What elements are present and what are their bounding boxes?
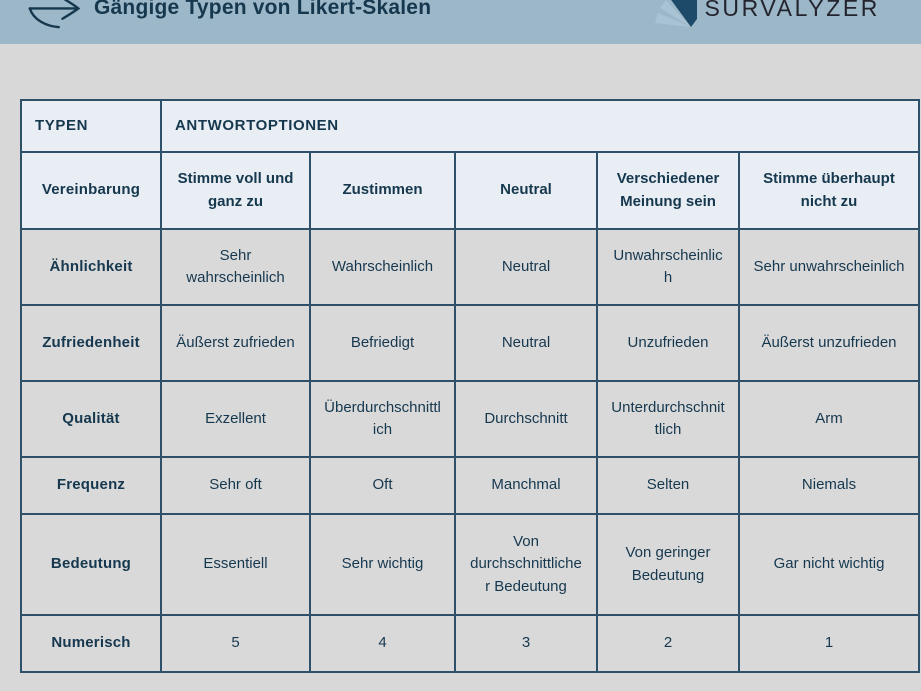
table-cell: Selten xyxy=(596,456,740,515)
table-cell: Sehr wahrscheinlich xyxy=(160,228,311,306)
table-cell: Unterdurchschnittlich xyxy=(596,380,740,458)
table-cell: Stimme überhaupt nicht zu xyxy=(738,151,920,230)
survalyzer-logo-icon xyxy=(655,0,698,27)
table-row-zufriedenheit: Zufriedenheit Äußerst zufrieden Befriedi… xyxy=(20,304,920,382)
table-row-qualitaet: Qualität Exzellent Überdurchschnittlich … xyxy=(20,380,920,458)
row-type-cell: Bedeutung xyxy=(20,513,162,616)
table-cell: Verschiedener Meinung sein xyxy=(596,151,740,230)
table-cell: Manchmal xyxy=(454,456,598,515)
table-cell: Sehr oft xyxy=(160,456,311,515)
table-header-row: TYPEN ANTWORTOPTIONEN xyxy=(20,99,920,153)
table-cell: Äußerst unzufrieden xyxy=(738,304,920,382)
table-cell: 5 xyxy=(160,614,311,673)
column-header-antwortoptionen: ANTWORTOPTIONEN xyxy=(160,99,920,153)
table-cell: Neutral xyxy=(454,228,598,306)
table-cell: 4 xyxy=(309,614,456,673)
table-cell: 2 xyxy=(596,614,740,673)
table-cell: Niemals xyxy=(738,456,920,515)
table-cell: Unwahrscheinlich xyxy=(596,228,740,306)
table-cell: Oft xyxy=(309,456,456,515)
survalyzer-logo-text: SURVALYZER xyxy=(704,0,880,21)
table-cell: Äußerst zufrieden xyxy=(160,304,311,382)
row-type-cell: Ähnlichkeit xyxy=(20,228,162,306)
table-cell: Von geringer Bedeutung xyxy=(596,513,740,616)
row-type-cell: Zufriedenheit xyxy=(20,304,162,382)
table-cell: Stimme voll und ganz zu xyxy=(160,151,311,230)
likert-scale-table: TYPEN ANTWORTOPTIONEN Vereinbarung Stimm… xyxy=(20,99,920,673)
table-cell: Befriedigt xyxy=(309,304,456,382)
table-cell: Essentiell xyxy=(160,513,311,616)
row-type-cell: Vereinbarung xyxy=(20,151,162,230)
table-cell: Durchschnitt xyxy=(454,380,598,458)
table-row-frequenz: Frequenz Sehr oft Oft Manchmal Selten Ni… xyxy=(20,456,920,515)
table-cell: Überdurchschnittlich xyxy=(309,380,456,458)
table-cell: Gar nicht wichtig xyxy=(738,513,920,616)
row-type-cell: Frequenz xyxy=(20,456,162,515)
table-row-bedeutung: Bedeutung Essentiell Sehr wichtig Von du… xyxy=(20,513,920,616)
header-bar: Gängige Typen von Likert-Skalen SURVALYZ… xyxy=(0,0,921,44)
table-cell: 3 xyxy=(454,614,598,673)
table-cell: Sehr unwahrscheinlich xyxy=(738,228,920,306)
table-cell: 1 xyxy=(738,614,920,673)
table-cell: Neutral xyxy=(454,304,598,382)
table-row-aehnlichkeit: Ähnlichkeit Sehr wahrscheinlich Wahrsche… xyxy=(20,228,920,306)
page-title: Gängige Typen von Likert-Skalen xyxy=(94,0,432,19)
row-type-cell: Qualität xyxy=(20,380,162,458)
table-cell: Sehr wichtig xyxy=(309,513,456,616)
table-cell: Wahrscheinlich xyxy=(309,228,456,306)
table-cell: Neutral xyxy=(454,151,598,230)
table-cell: Unzufrieden xyxy=(596,304,740,382)
table-cell: Zustimmen xyxy=(309,151,456,230)
survalyzer-logo: SURVALYZER xyxy=(653,0,880,31)
table-cell: Arm xyxy=(738,380,920,458)
table-row-vereinbarung: Vereinbarung Stimme voll und ganz zu Zus… xyxy=(20,151,920,230)
column-header-typen: TYPEN xyxy=(20,99,162,153)
table-cell: Exzellent xyxy=(160,380,311,458)
curved-arrow-icon xyxy=(27,0,83,32)
row-type-cell: Numerisch xyxy=(20,614,162,673)
table-cell: Von durchschnittlicher Bedeutung xyxy=(454,513,598,616)
table-row-numerisch: Numerisch 5 4 3 2 1 xyxy=(20,614,920,673)
